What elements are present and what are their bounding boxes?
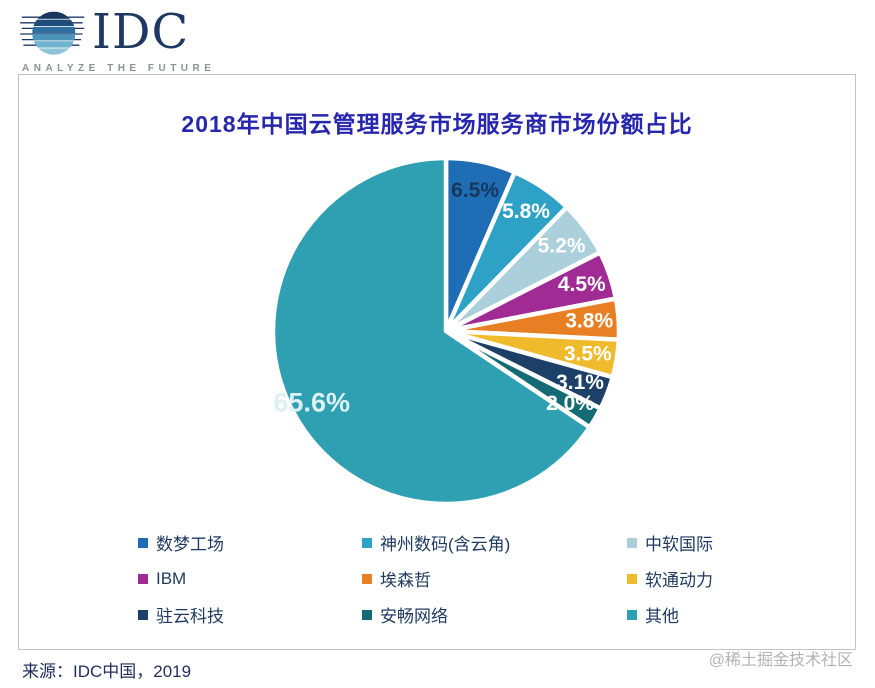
legend-label: 其他 bbox=[645, 607, 679, 626]
legend-label: 神州数码(含云角) bbox=[380, 535, 511, 554]
legend: 数梦工场 神州数码(含云角) 中软国际 IBM 埃森哲 软通动力驻云科技 安畅网络 其他 bbox=[138, 532, 798, 626]
idc-logo-text: IDC bbox=[92, 4, 190, 60]
legend-swatch-icon bbox=[362, 609, 372, 620]
legend-label: 软通动力 bbox=[645, 571, 713, 590]
slice-label-软通动力: 3.5% bbox=[564, 342, 612, 365]
watermark: @稀土掘金技术社区 bbox=[708, 652, 853, 669]
legend-item-软通动力: 软通动力 bbox=[627, 568, 798, 590]
legend-swatch-icon bbox=[627, 609, 637, 620]
chart-panel: 2018年中国云管理服务市场服务商市场份额占比 6.5% 5.8% 5.2% 4.5%… bbox=[18, 74, 856, 650]
legend-label: 安畅网络 bbox=[380, 607, 448, 626]
legend-label: 驻云科技 bbox=[156, 607, 224, 626]
pie-slice-其他 bbox=[270, 155, 592, 507]
slice-label-其他: 65.6% bbox=[273, 388, 350, 418]
legend-swatch-icon bbox=[362, 537, 372, 548]
idc-logo-tagline: ANALYZE THE FUTURE bbox=[22, 63, 216, 74]
legend-item-神州数码(含云角): 神州数码(含云角) bbox=[362, 532, 627, 554]
legend-label: 埃森哲 bbox=[380, 571, 431, 590]
legend-swatch-icon bbox=[138, 573, 148, 584]
idc-logo: IDC ANALYZE THE FUTURE bbox=[20, 6, 215, 74]
legend-label: 中软国际 bbox=[645, 535, 713, 554]
legend-swatch-icon bbox=[138, 537, 148, 548]
legend-item-IBM: IBM bbox=[138, 568, 362, 589]
slice-label-神州数码(含云角): 5.8% bbox=[502, 200, 550, 223]
legend-item-中软国际: 中软国际 bbox=[627, 532, 798, 554]
slice-label-驻云科技: 3.1% bbox=[556, 371, 604, 394]
legend-label: 数梦工场 bbox=[156, 535, 224, 554]
legend-label: IBM bbox=[156, 568, 187, 588]
source-note: 来源：IDC中国，2019 bbox=[22, 662, 192, 681]
legend-swatch-icon bbox=[627, 573, 637, 584]
legend-swatch-icon bbox=[627, 537, 637, 548]
legend-item-其他: 其他 bbox=[627, 604, 798, 626]
slice-label-数梦工场: 6.5% bbox=[451, 179, 499, 202]
slice-label-IBM: 4.5% bbox=[558, 273, 606, 296]
chart-title: 2018年中国云管理服务市场服务商市场份额占比 bbox=[181, 111, 693, 137]
slice-label-安畅网络: 2.0% bbox=[546, 392, 594, 415]
legend-item-数梦工场: 数梦工场 bbox=[138, 532, 362, 554]
legend-swatch-icon bbox=[138, 609, 148, 620]
legend-swatch-icon bbox=[362, 573, 372, 584]
legend-item-安畅网络: 安畅网络 bbox=[362, 604, 627, 626]
slice-label-中软国际: 5.2% bbox=[538, 234, 586, 257]
legend-item-驻云科技: 驻云科技 bbox=[138, 604, 362, 626]
pie-chart: 6.5%5.8% 5.2% 4.5% 3.8% 3.5% 3.1%2.0% 65.6% bbox=[270, 155, 622, 507]
idc-globe-icon bbox=[20, 11, 85, 55]
slice-label-埃森哲: 3.8% bbox=[565, 310, 613, 333]
pie-chart-area: 6.5% 5.8% 5.2% 4.5% 3.8% 3.5% 3.1% 2.0% 65.6% bbox=[236, 121, 656, 541]
legend-item-埃森哲: 埃森哲 bbox=[362, 568, 627, 590]
